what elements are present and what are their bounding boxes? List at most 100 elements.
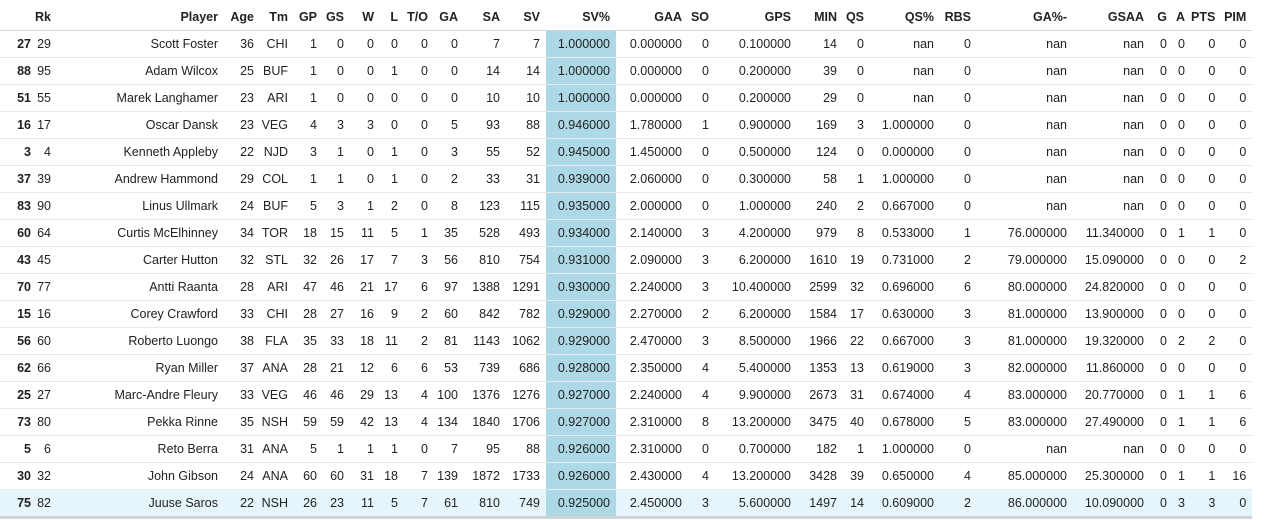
cell-rbs: 3 xyxy=(940,327,977,355)
column-header-index xyxy=(0,4,31,31)
cell-sa: 810 xyxy=(464,246,506,274)
cell-t-o: 2 xyxy=(404,327,434,355)
table-row[interactable]: 60 64 Curtis McElhinney 34 TOR 18 15 11 5 1 35 528 4… xyxy=(0,219,1253,247)
column-header-player: Player xyxy=(57,4,224,31)
table-row[interactable]: 62 66 Ryan Miller 37 ANA 28 21 12 6 6 53 739 686 0.92… xyxy=(0,354,1253,382)
cell-player: Carter Hutton xyxy=(57,246,224,274)
table-row[interactable]: 25 27 Marc-Andre Fleury 33 VEG 46 46 29 13 4 100 13… xyxy=(0,381,1253,409)
cell-gapct: nan xyxy=(977,84,1073,112)
table-row[interactable]: 3 4 Kenneth Appleby 22 NJD 3 1 0 1 0 3 55 52 0.945000… xyxy=(0,138,1253,166)
table-row[interactable]: 75 82 Juuse Saros 22 NSH 26 23 11 5 7 61 810 749 0.92… xyxy=(0,489,1253,519)
cell-qs: 39 xyxy=(843,462,870,490)
cell-gps: 13.200000 xyxy=(715,408,797,436)
cell-tm: FLA xyxy=(260,327,294,355)
table-row[interactable]: 83 90 Linus Ullmark 24 BUF 5 3 1 2 0 8 123 115 0.9350… xyxy=(0,192,1253,220)
cell-player: Reto Berra xyxy=(57,435,224,463)
cell-min: 182 xyxy=(797,435,843,463)
cell-gp: 28 xyxy=(294,354,323,382)
table-body: 27 29 Scott Foster 36 CHI 1 0 0 0 0 0 7 7 1.000000 0.0… xyxy=(0,30,1253,519)
cell-pim: 16 xyxy=(1221,462,1253,490)
cell-sv: 686 xyxy=(506,354,546,382)
cell-pts: 0 xyxy=(1191,111,1222,139)
table-row[interactable]: 30 32 John Gibson 24 ANA 60 60 31 18 7 139 1872 1733… xyxy=(0,462,1253,490)
cell-so: 0 xyxy=(688,30,715,58)
cell-gs: 15 xyxy=(323,219,350,247)
cell-qspct: nan xyxy=(870,30,940,58)
cell-tm: ANA xyxy=(260,435,294,463)
cell-w: 31 xyxy=(350,462,380,490)
row-index: 73 xyxy=(0,408,31,436)
cell-player: Marek Langhamer xyxy=(57,84,224,112)
table-row[interactable]: 5 6 Reto Berra 31 ANA 5 1 1 1 0 7 95 88 0.926000 2.310… xyxy=(0,435,1253,463)
cell-rk: 55 xyxy=(31,84,57,112)
cell-qspct: 0.678000 xyxy=(870,408,940,436)
cell-svpct: 0.931000 xyxy=(546,246,616,274)
table-row[interactable]: 70 77 Antti Raanta 28 ARI 47 46 21 17 6 97 1388 1291… xyxy=(0,273,1253,301)
cell-qspct: 0.619000 xyxy=(870,354,940,382)
cell-w: 11 xyxy=(350,219,380,247)
row-index: 75 xyxy=(0,489,31,519)
cell-min: 2599 xyxy=(797,273,843,301)
cell-qs: 0 xyxy=(843,57,870,85)
cell-tm: ARI xyxy=(260,273,294,301)
cell-g: 0 xyxy=(1150,489,1173,519)
cell-gsaa: 13.900000 xyxy=(1073,300,1150,328)
cell-qspct: 0.674000 xyxy=(870,381,940,409)
table-row[interactable]: 73 80 Pekka Rinne 35 NSH 59 59 42 13 4 134 1840 1706… xyxy=(0,408,1253,436)
cell-ga: 61 xyxy=(434,489,464,519)
cell-tm: BUF xyxy=(260,192,294,220)
cell-w: 12 xyxy=(350,354,380,382)
cell-pim: 0 xyxy=(1221,165,1253,193)
column-header-gsaa: GSAA xyxy=(1073,4,1150,31)
cell-gapct: 81.000000 xyxy=(977,300,1073,328)
cell-tm: ANA xyxy=(260,462,294,490)
table-row[interactable]: 51 55 Marek Langhamer 23 ARI 1 0 0 0 0 0 10 10 1.0000… xyxy=(0,84,1253,112)
cell-svpct: 0.929000 xyxy=(546,327,616,355)
cell-tm: STL xyxy=(260,246,294,274)
cell-so: 0 xyxy=(688,435,715,463)
cell-sv: 88 xyxy=(506,435,546,463)
cell-pim: 2 xyxy=(1221,246,1253,274)
cell-sv: 7 xyxy=(506,30,546,58)
cell-svpct: 0.935000 xyxy=(546,192,616,220)
cell-gp: 3 xyxy=(294,138,323,166)
cell-gsaa: 24.820000 xyxy=(1073,273,1150,301)
cell-rk: 6 xyxy=(31,435,57,463)
table-row[interactable]: 56 60 Roberto Luongo 38 FLA 35 33 18 11 2 81 1143 10… xyxy=(0,327,1253,355)
cell-sv: 52 xyxy=(506,138,546,166)
column-header-pts: PTS xyxy=(1191,4,1222,31)
cell-so: 2 xyxy=(688,300,715,328)
cell-sv: 493 xyxy=(506,219,546,247)
cell-gapct: 85.000000 xyxy=(977,462,1073,490)
cell-g: 0 xyxy=(1150,57,1173,85)
cell-qspct: 1.000000 xyxy=(870,435,940,463)
cell-a: 0 xyxy=(1173,246,1191,274)
cell-g: 0 xyxy=(1150,219,1173,247)
table-row[interactable]: 43 45 Carter Hutton 32 STL 32 26 17 7 3 56 810 754 0.… xyxy=(0,246,1253,274)
cell-ga: 0 xyxy=(434,30,464,58)
cell-gp: 1 xyxy=(294,165,323,193)
cell-pts: 0 xyxy=(1191,165,1222,193)
cell-rk: 95 xyxy=(31,57,57,85)
table-row[interactable]: 37 39 Andrew Hammond 29 COL 1 1 0 1 0 2 33 31 0.93900… xyxy=(0,165,1253,193)
cell-l: 5 xyxy=(380,219,404,247)
cell-sv: 1706 xyxy=(506,408,546,436)
table-row[interactable]: 16 17 Oscar Dansk 23 VEG 4 3 3 0 0 5 93 88 0.946000 1.… xyxy=(0,111,1253,139)
cell-pim: 0 xyxy=(1221,138,1253,166)
cell-age: 35 xyxy=(224,408,260,436)
cell-gsaa: nan xyxy=(1073,138,1150,166)
cell-so: 3 xyxy=(688,489,715,519)
table-row[interactable]: 88 95 Adam Wilcox 25 BUF 1 0 0 1 0 0 14 14 1.000000 0.… xyxy=(0,57,1253,85)
cell-rk: 32 xyxy=(31,462,57,490)
cell-g: 0 xyxy=(1150,462,1173,490)
cell-svpct: 0.939000 xyxy=(546,165,616,193)
cell-qspct: nan xyxy=(870,84,940,112)
table-row[interactable]: 27 29 Scott Foster 36 CHI 1 0 0 0 0 0 7 7 1.000000 0.0… xyxy=(0,30,1253,58)
cell-min: 39 xyxy=(797,57,843,85)
cell-sa: 33 xyxy=(464,165,506,193)
cell-svpct: 0.945000 xyxy=(546,138,616,166)
cell-l: 0 xyxy=(380,84,404,112)
cell-a: 0 xyxy=(1173,84,1191,112)
cell-gaa: 0.000000 xyxy=(616,57,688,85)
table-row[interactable]: 15 16 Corey Crawford 33 CHI 28 27 16 9 2 60 842 782 0… xyxy=(0,300,1253,328)
